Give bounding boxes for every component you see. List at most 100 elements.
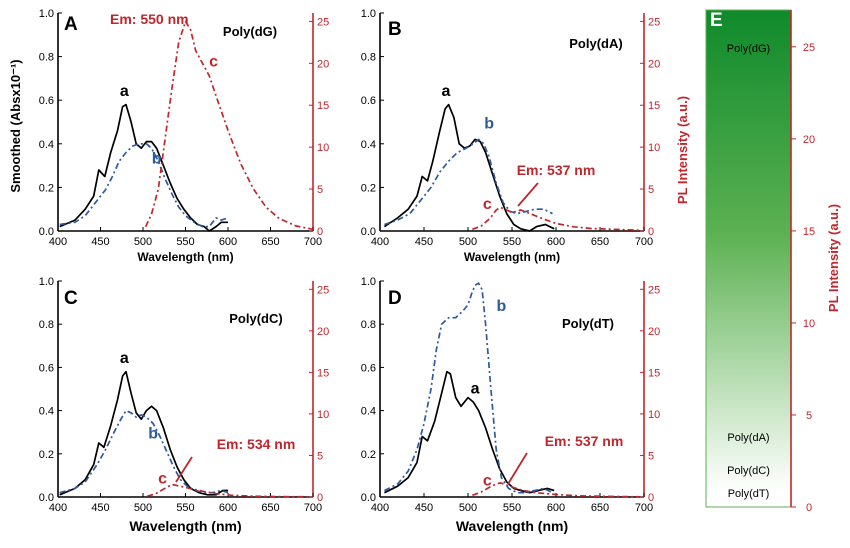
y2-tick-label: 20: [317, 326, 329, 338]
y2-tick-label: 25: [648, 284, 660, 296]
x-axis-label: Wavelength (nm): [137, 250, 233, 264]
y-tick-label: 0.8: [39, 52, 54, 64]
x-tick-label: 550: [503, 502, 521, 514]
series-b-line: [59, 142, 229, 228]
x-tick-label: 500: [459, 236, 477, 248]
x-tick-label: 600: [219, 236, 237, 248]
y2-tick-label: 15: [803, 226, 815, 238]
y-tick-label: 0.2: [361, 182, 376, 194]
y2-axis-label: PL Intensity (a.u.): [675, 96, 690, 204]
y-tick-label: 0.0: [39, 492, 54, 504]
emission-label: Em: 550 nm: [110, 11, 189, 27]
series-c-line: [144, 20, 314, 231]
x-tick-label: 700: [635, 502, 653, 514]
y2-tick-label: 25: [317, 284, 329, 296]
curve-label-a: a: [442, 83, 451, 100]
x-tick-label: 450: [415, 502, 433, 514]
panel-d: 400 450 500 550 600 650 700 0.0 0.2 0.4 0.6 0.8 1.0 0…: [361, 276, 661, 534]
x-tick-label: 500: [134, 236, 152, 248]
x-tick-label: 700: [304, 502, 322, 514]
series-b-line: [384, 282, 553, 494]
panel-b: 400 450 500 550 600 650 700 0.0 0.2 0.4 0.6 0.8 1.0 0…: [361, 8, 690, 264]
y-tick-label: 0.8: [39, 319, 54, 331]
y2-axis-label: PL Intensity (a.u.): [826, 204, 841, 312]
y2-tick-label: 15: [648, 100, 660, 112]
y2-tick-label: 10: [317, 409, 329, 421]
y-tick-label: 0.6: [361, 362, 376, 374]
series-a-line: [59, 103, 228, 232]
sample-label: Poly(dG): [727, 43, 770, 55]
y-tick-label: 0.2: [361, 449, 376, 461]
y2-tick-label: 5: [317, 450, 323, 462]
panel-letter: A: [64, 14, 78, 35]
y2-tick-label: 10: [803, 318, 815, 330]
y2-tick-label: 10: [317, 142, 329, 154]
x-tick-label: 450: [415, 236, 433, 248]
curve-label-a: a: [471, 380, 480, 397]
panel-title: Poly(dA): [569, 36, 622, 51]
curve-label-c: c: [483, 472, 492, 489]
x-axis-label: Wavelength (nm): [129, 518, 241, 534]
sample-label: Poly(dA): [727, 432, 769, 444]
panel-letter: C: [64, 288, 78, 309]
y2-tick-label: 5: [648, 184, 654, 196]
y2-tick-label: 0: [317, 226, 323, 238]
x-tick-label: 400: [49, 236, 67, 248]
y2-tick-label: 5: [648, 450, 654, 462]
y-tick-label: 0.4: [39, 406, 54, 418]
y-tick-label: 0.8: [361, 52, 376, 64]
x-tick-label: 650: [591, 502, 609, 514]
y2-tick-label: 0: [648, 492, 654, 504]
x-tick-label: 600: [219, 502, 237, 514]
emission-label: Em: 537 nm: [517, 162, 596, 178]
x-tick-label: 550: [176, 502, 194, 514]
curve-label-b: b: [148, 426, 158, 443]
emission-label: Em: 534 nm: [217, 436, 296, 452]
x-tick-label: 700: [304, 236, 322, 248]
y2-tick-label: 15: [317, 367, 329, 379]
y2-tick-label: 20: [803, 134, 815, 146]
y-tick-label: 0.0: [361, 226, 376, 238]
y-tick-label: 1.0: [39, 8, 54, 20]
curve-label-c: c: [209, 54, 218, 71]
y2-tick-label: 25: [803, 42, 815, 54]
y2-tick-label: 25: [648, 16, 660, 28]
y-tick-label: 0.0: [361, 492, 376, 504]
y2-tick-label: 0: [648, 226, 654, 238]
curve-label-b: b: [484, 116, 494, 133]
panel-c: 400 450 500 550 600 650 700 0.0 0.2 0.4 0.6 0.8 1.0 0…: [39, 276, 330, 534]
y-tick-label: 0.4: [361, 139, 376, 151]
x-tick-label: 500: [459, 502, 477, 514]
y2-tick-label: 5: [317, 184, 323, 196]
x-tick-label: 400: [49, 502, 67, 514]
x-tick-label: 600: [547, 236, 565, 248]
y-tick-label: 1.0: [361, 276, 376, 288]
x-axis-label: Wavelength (nm): [456, 518, 568, 534]
y2-tick-label: 20: [648, 58, 660, 70]
panel-title: Poly(dT): [562, 316, 614, 331]
series-a-line: [59, 370, 228, 496]
panel-title: Poly(dC): [229, 311, 282, 326]
series-a-line: [384, 370, 555, 494]
y2-tick-label: 15: [317, 100, 329, 112]
y-axis-label: Smoothed (Absx10⁻¹): [8, 59, 23, 192]
x-tick-label: 650: [261, 502, 279, 514]
y-tick-label: 0.0: [39, 226, 54, 238]
series-c-line: [472, 482, 640, 498]
series-c-line: [147, 483, 309, 498]
x-tick-label: 400: [371, 236, 389, 248]
emission-pointer: [507, 452, 528, 485]
curve-label-c: c: [483, 196, 492, 213]
panel-letter: E: [710, 10, 723, 31]
sample-label: Poly(dC): [727, 465, 770, 477]
y2-tick-label: 20: [317, 58, 329, 70]
y2-tick-label: 0: [806, 502, 812, 514]
intensity-gradient-bar: [705, 9, 792, 508]
y-tick-label: 0.2: [39, 449, 54, 461]
panel-e: E 0 5 10 15 20 25 PL Intensity (a.u.) Poly(dG) Po…: [705, 9, 841, 514]
x-tick-label: 400: [371, 502, 389, 514]
emission-pointer: [517, 182, 539, 207]
y2-tick-label: 25: [317, 16, 329, 28]
y2-tick-label: 10: [648, 409, 660, 421]
